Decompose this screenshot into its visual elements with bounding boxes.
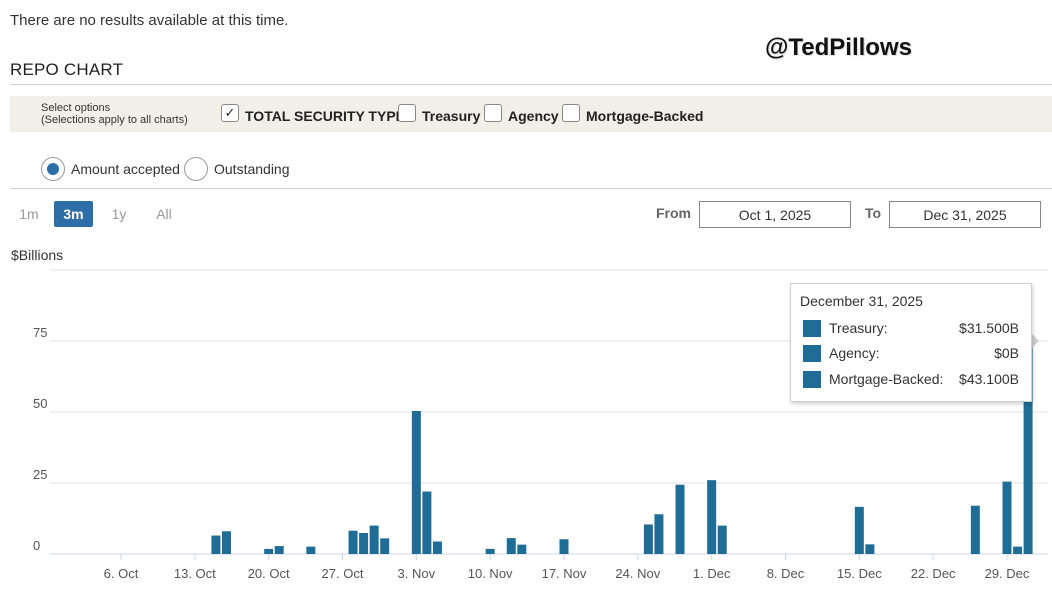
y-tick-label: 25: [33, 467, 47, 482]
tooltip-row-value: $43.100B: [959, 371, 1019, 387]
x-tick-label: 15. Dec: [837, 566, 882, 581]
bar: [643, 524, 653, 554]
y-axis-unit: $Billions: [11, 247, 64, 263]
radio-divider: [10, 188, 1052, 189]
x-tick-label: 22. Dec: [911, 566, 956, 581]
checkbox-agency[interactable]: Agency: [484, 102, 559, 124]
check-mark-icon: ✓: [224, 105, 236, 120]
from-date-input[interactable]: [699, 201, 851, 228]
radio-button[interactable]: [184, 157, 208, 181]
title-divider: [10, 84, 1052, 85]
bar: [359, 532, 369, 554]
radio-button[interactable]: [41, 157, 65, 181]
bar: [675, 484, 685, 554]
to-date-input[interactable]: [889, 201, 1041, 228]
from-label: From: [656, 205, 691, 221]
range-button-1y[interactable]: 1y: [111, 206, 127, 222]
radio-selected-dot: [47, 163, 59, 175]
checkbox-label: TOTAL SECURITY TYPES: [245, 108, 415, 124]
tooltip-swatch: [803, 370, 821, 388]
repo-bar-chart: 0 25 50 75 6. Oct 13. Oct 20. Oct 27. Oct 3. Nov…: [33, 269, 1048, 581]
bar: [422, 491, 432, 554]
bar: [654, 514, 664, 554]
range-button-1m[interactable]: 1m: [19, 206, 39, 222]
tooltip-row-name: Agency:: [829, 345, 880, 361]
checkbox-total-security-types[interactable]: ✓ TOTAL SECURITY TYPES: [221, 102, 414, 124]
tooltip-swatch: [803, 319, 821, 337]
x-tick-label: 20. Oct: [248, 566, 290, 581]
tooltip-row-value: $0B: [994, 345, 1019, 361]
checkbox-box[interactable]: [562, 104, 580, 122]
tooltip-row-name: Treasury:: [829, 320, 888, 336]
bar: [707, 480, 717, 554]
x-tick-label: 8. Dec: [767, 566, 805, 581]
x-tick-label: 3. Nov: [398, 566, 436, 581]
checkbox-label: Treasury: [422, 108, 481, 124]
bar: [559, 539, 569, 554]
tooltip-row-value: $31.500B: [959, 320, 1019, 336]
checkbox-label: Mortgage-Backed: [586, 108, 704, 124]
x-tick-label: 13. Oct: [174, 566, 216, 581]
tooltip-arrow: [1031, 333, 1039, 349]
options-hint-line2: (Selections apply to all charts): [41, 114, 188, 126]
no-results-message: There are no results available at this t…: [10, 12, 289, 29]
bar: [717, 525, 727, 554]
x-tick-label: 27. Oct: [322, 566, 364, 581]
watermark: @TedPillows: [765, 34, 912, 61]
bar: [854, 506, 864, 554]
bar: [1013, 546, 1023, 554]
bar: [380, 538, 390, 554]
tooltip-swatch: [803, 344, 821, 362]
section-title: REPO CHART: [10, 60, 124, 79]
options-bar: Select options (Selections apply to all …: [10, 96, 1052, 132]
bar: [506, 538, 516, 554]
range-button-all[interactable]: All: [156, 206, 172, 222]
bar: [211, 535, 221, 554]
x-tick-label: 1. Dec: [693, 566, 731, 581]
x-tick-label: 24. Nov: [615, 566, 660, 581]
bar: [432, 541, 442, 554]
y-tick-label: 0: [33, 538, 40, 553]
bar: [485, 548, 495, 554]
checkbox-box[interactable]: [398, 104, 416, 122]
bar: [274, 546, 284, 554]
bar: [517, 544, 527, 554]
bar: [348, 530, 358, 554]
x-tick-label: 10. Nov: [468, 566, 513, 581]
options-hint-line1: Select options: [41, 102, 111, 114]
radio-outstanding[interactable]: Outstanding: [184, 157, 290, 181]
chart-tooltip: December 31, 2025 Treasury: $31.500B Age…: [790, 283, 1032, 402]
checkbox-box[interactable]: ✓: [221, 104, 239, 122]
checkbox-label: Agency: [508, 108, 559, 124]
x-tick-label: 29. Dec: [985, 566, 1030, 581]
checkbox-box[interactable]: [484, 104, 502, 122]
radio-label: Amount accepted: [71, 161, 180, 177]
tooltip-row-name: Mortgage-Backed:: [829, 371, 944, 387]
bar: [1002, 481, 1012, 554]
radio-label: Outstanding: [214, 161, 290, 177]
tooltip-row-agency: Agency: $0B: [803, 343, 1019, 363]
bar: [264, 548, 274, 554]
bar: [306, 546, 316, 554]
options-hint: Select options (Selections apply to all …: [41, 102, 188, 126]
bar: [221, 531, 231, 554]
bar: [970, 505, 980, 554]
bar: [865, 544, 875, 554]
tooltip-date: December 31, 2025: [800, 293, 923, 309]
y-tick-label: 50: [33, 396, 47, 411]
x-tick-label: 17. Nov: [542, 566, 587, 581]
x-tick-label: 6. Oct: [104, 566, 139, 581]
to-label: To: [865, 205, 882, 221]
bar: [369, 525, 379, 554]
checkbox-treasury[interactable]: Treasury: [398, 102, 480, 124]
bar: [1023, 342, 1033, 554]
bar: [411, 411, 421, 554]
tooltip-row-treasury: Treasury: $31.500B: [803, 318, 1019, 338]
checkbox-mortgage-backed[interactable]: Mortgage-Backed: [562, 102, 703, 124]
radio-amount-accepted[interactable]: Amount accepted: [41, 157, 180, 181]
tooltip-row-mortgage-backed: Mortgage-Backed: $43.100B: [803, 369, 1019, 389]
y-tick-label: 75: [33, 325, 47, 340]
range-button-3m[interactable]: 3m: [54, 201, 93, 227]
